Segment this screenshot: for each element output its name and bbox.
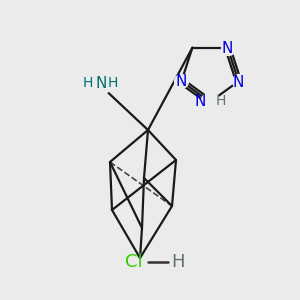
Text: H: H (216, 94, 226, 108)
Text: Cl: Cl (125, 253, 143, 271)
Text: H: H (171, 253, 185, 271)
Text: N: N (195, 94, 206, 110)
Text: H: H (83, 76, 93, 90)
Text: N: N (233, 75, 244, 90)
Text: N: N (222, 41, 233, 56)
Text: N: N (176, 74, 187, 89)
Text: N: N (95, 76, 107, 91)
Text: H: H (108, 76, 118, 90)
